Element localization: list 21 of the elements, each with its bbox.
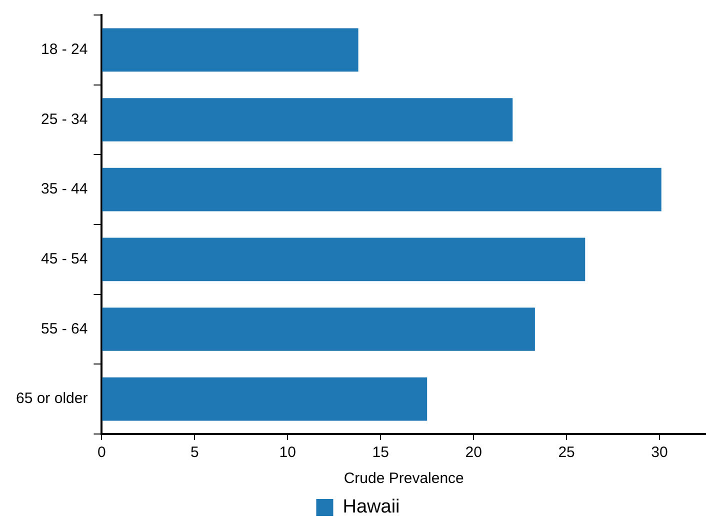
x-tick-label: 20: [465, 444, 482, 462]
bar: [102, 98, 513, 142]
x-tick-label: 25: [558, 444, 575, 462]
y-tick-label: 65 or older: [16, 390, 88, 408]
x-tick-label: 5: [190, 444, 199, 462]
y-tick-label: 55 - 64: [41, 320, 88, 338]
y-tick-label: 45 - 54: [41, 250, 88, 268]
bar: [102, 168, 662, 212]
bar: [102, 308, 535, 351]
x-axis-title: Crude Prevalence: [344, 470, 464, 488]
bar: [102, 28, 358, 72]
x-tick-label: 10: [279, 444, 296, 462]
x-tick-label: 30: [651, 444, 668, 462]
x-tick-label: 0: [98, 444, 106, 462]
x-tick-label: 15: [372, 444, 389, 462]
bar: [102, 377, 428, 421]
y-tick-label: 25 - 34: [41, 110, 88, 128]
bar: [102, 238, 586, 282]
y-tick-label: 35 - 44: [41, 180, 88, 198]
legend-label: Hawaii: [342, 496, 400, 518]
y-tick-label: 18 - 24: [41, 41, 88, 58]
